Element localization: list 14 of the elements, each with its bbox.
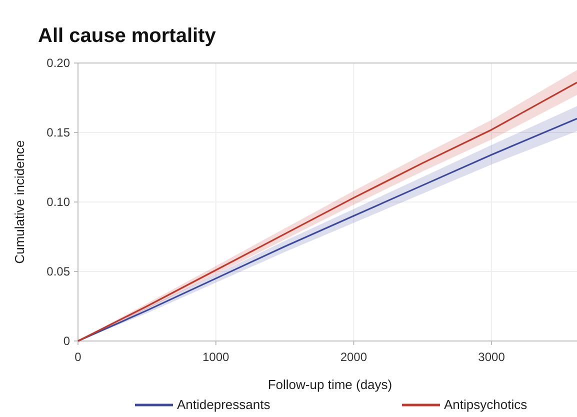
- x-axis-title: Follow-up time (days): [268, 377, 392, 392]
- x-tick-label: 1000: [202, 350, 230, 364]
- y-axis-title: Cumulative incidence: [12, 140, 27, 264]
- y-tick-label: 0: [63, 334, 70, 348]
- chart-title: All cause mortality: [38, 25, 217, 47]
- legend-label: Antipsychotics: [444, 397, 528, 412]
- x-tick-label: 3000: [478, 350, 506, 364]
- y-tick-label: 0.10: [46, 195, 70, 209]
- x-tick-label: 2000: [340, 350, 368, 364]
- y-tick-label: 0.15: [46, 126, 70, 140]
- x-tick-label: 0: [74, 350, 82, 364]
- legend-label: Antidepressants: [177, 397, 271, 412]
- y-tick-label: 0.20: [46, 56, 70, 70]
- y-tick-label: 0.05: [46, 264, 70, 278]
